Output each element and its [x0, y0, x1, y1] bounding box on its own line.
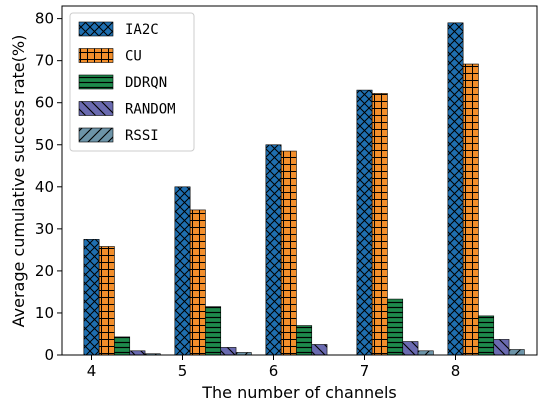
- y-tick-label: 20: [35, 262, 54, 280]
- y-axis-label: Average cumulative success rate(%): [9, 35, 28, 328]
- y-tick-label: 30: [35, 220, 54, 238]
- y-tick-label: 40: [35, 178, 54, 196]
- plot-area-frame: [61, 5, 538, 356]
- bar-cu-8: [462, 63, 479, 356]
- x-tick-label: 6: [269, 362, 279, 380]
- legend-item-rssi: RSSI: [78, 127, 159, 144]
- legend-frame: [69, 12, 195, 152]
- bar-rssi-8: [508, 349, 525, 356]
- bar-ia2c-5: [174, 186, 191, 356]
- legend-label: IA2C: [125, 22, 159, 38]
- x-axis-ticks: 4 5 6 7 8: [87, 355, 461, 380]
- bar-ddrqn-8: [478, 315, 495, 356]
- bar-ia2c-8: [447, 22, 464, 356]
- bar-random-5: [220, 347, 237, 356]
- y-tick-label: 70: [35, 52, 54, 70]
- bar-random-7: [402, 341, 419, 356]
- bar-ddrqn-7: [387, 298, 404, 356]
- x-tick-label: 4: [87, 362, 97, 380]
- bar-ddrqn-5: [205, 306, 222, 356]
- bar-ia2c-6: [265, 144, 282, 356]
- x-tick-label: 5: [178, 362, 188, 380]
- bar-rssi-7: [417, 350, 434, 356]
- bar-ddrqn-6: [296, 325, 313, 356]
- y-tick-label: 10: [35, 304, 54, 322]
- legend-item-ddrqn: DDRQN: [78, 74, 167, 91]
- legend-item-random: RANDOM: [78, 101, 176, 118]
- legend-label: DDRQN: [125, 75, 167, 91]
- bar-random-6: [311, 344, 328, 356]
- legend-item-ia2c: IA2C: [78, 21, 159, 38]
- y-axis-ticks: 0 10 20 30 40 50 60 70 80: [35, 10, 62, 364]
- y-tick-label: 0: [44, 346, 54, 364]
- bar-random-4: [129, 350, 146, 356]
- bar-ddrqn-4: [114, 336, 131, 356]
- bar-cu-6: [280, 150, 297, 356]
- bar-cu-5: [189, 209, 206, 356]
- legend-item-cu: CU: [78, 48, 142, 65]
- legend: IA2C CU DDRQN RANDOM RSSI: [69, 12, 195, 152]
- bar-cu-7: [371, 93, 388, 356]
- y-tick-label: 60: [35, 94, 54, 112]
- legend-label: RSSI: [125, 128, 159, 144]
- legend-label: RANDOM: [125, 102, 176, 118]
- y-tick-label: 80: [35, 10, 54, 28]
- bar-ia2c-7: [356, 89, 373, 356]
- bar-random-8: [493, 339, 510, 356]
- y-tick-label: 50: [35, 136, 54, 154]
- bars-group: [83, 22, 525, 356]
- bar-ia2c-4: [83, 239, 100, 356]
- bar-cu-4: [98, 246, 115, 356]
- x-tick-label: 8: [451, 362, 461, 380]
- x-axis-label: The number of channels: [201, 383, 397, 402]
- legend-label: CU: [125, 49, 142, 65]
- x-tick-label: 7: [360, 362, 370, 380]
